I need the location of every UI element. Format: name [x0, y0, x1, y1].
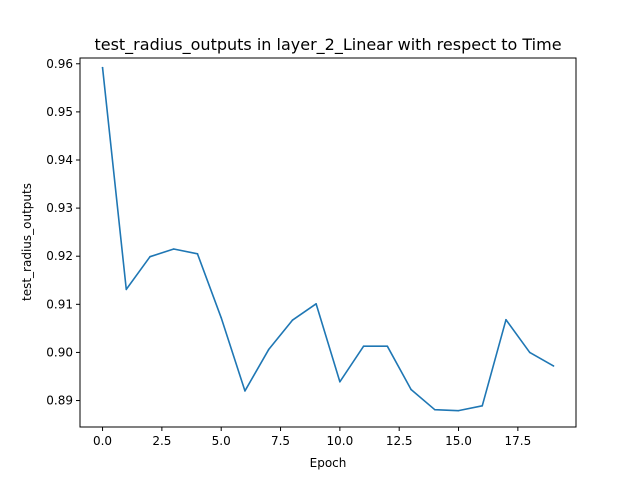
- axes-frame: [79, 57, 577, 428]
- x-tick-label: 15.0: [445, 434, 472, 448]
- data-point: [362, 345, 365, 347]
- x-tick-label: 5.0: [212, 434, 231, 448]
- y-tick-label: 0.90: [46, 345, 73, 359]
- y-axis-label: test_radius_outputs: [20, 183, 34, 301]
- data-point: [433, 408, 436, 411]
- data-point: [291, 319, 294, 322]
- x-axis: 0.0 2.5 5.0 7.5 10.0 12.5 15.0 17.5: [93, 427, 531, 448]
- series-layer: [101, 66, 555, 412]
- y-tick-label: 0.96: [46, 57, 73, 71]
- data-point: [172, 248, 175, 250]
- data-point: [101, 66, 104, 69]
- y-axis: 0.89 0.90 0.91 0.92 0.93 0.94 0.95 0.96: [46, 57, 80, 408]
- data-point: [528, 351, 531, 354]
- y-tick-label: 0.91: [46, 297, 73, 311]
- data-point: [244, 390, 246, 392]
- x-tick-label: 12.5: [386, 434, 413, 448]
- y-tick-label: 0.93: [46, 201, 73, 215]
- data-point: [386, 345, 389, 347]
- data-point: [267, 348, 270, 351]
- series-line-0: [101, 66, 555, 412]
- data-point: [410, 388, 412, 391]
- data-point: [457, 409, 460, 412]
- data-point: [196, 253, 199, 255]
- y-tick-label: 0.92: [46, 249, 73, 263]
- x-axis-label: Epoch: [310, 456, 347, 470]
- data-point: [315, 303, 317, 305]
- x-tick-label: 10.0: [327, 434, 354, 448]
- x-tick-label: 17.5: [504, 434, 531, 448]
- y-tick-label: 0.89: [46, 394, 73, 408]
- data-point: [220, 316, 223, 319]
- y-tick-label: 0.95: [46, 105, 73, 119]
- data-point: [481, 405, 484, 407]
- data-point: [552, 365, 555, 367]
- data-point: [125, 288, 128, 291]
- x-tick-label: 2.5: [152, 434, 171, 448]
- data-point: [339, 380, 341, 383]
- chart-title: test_radius_outputs in layer_2_Linear wi…: [94, 35, 561, 55]
- x-tick-label: 0.0: [93, 434, 112, 448]
- y-tick-label: 0.94: [46, 153, 73, 167]
- data-point: [149, 255, 151, 258]
- data-point: [505, 318, 507, 321]
- x-tick-label: 7.5: [271, 434, 290, 448]
